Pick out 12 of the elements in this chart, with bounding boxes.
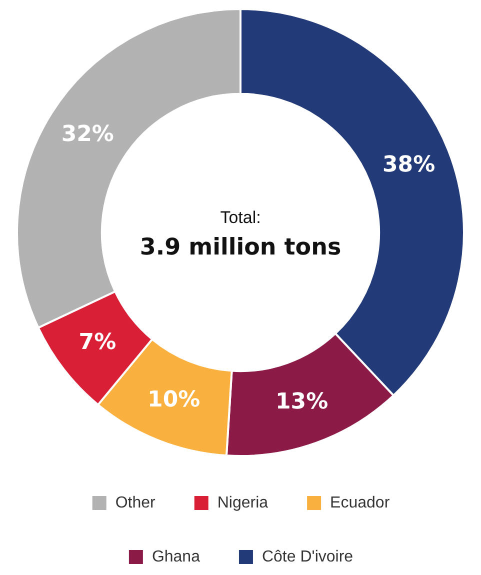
legend-label: Côte D'ivoire bbox=[262, 548, 354, 566]
legend-label: Nigeria bbox=[217, 494, 268, 512]
data-label: 13% bbox=[275, 390, 328, 415]
legend-label: Ghana bbox=[152, 548, 200, 566]
data-label: 32% bbox=[61, 122, 114, 148]
legend-label: Other bbox=[115, 494, 156, 512]
data-label: 38% bbox=[382, 152, 436, 178]
data-label: 10% bbox=[148, 388, 200, 413]
legend-label: Ecuador bbox=[330, 494, 390, 512]
text: 3.9 million tons bbox=[140, 234, 342, 260]
data-label: 7% bbox=[78, 330, 116, 356]
text: Total: bbox=[220, 208, 261, 228]
